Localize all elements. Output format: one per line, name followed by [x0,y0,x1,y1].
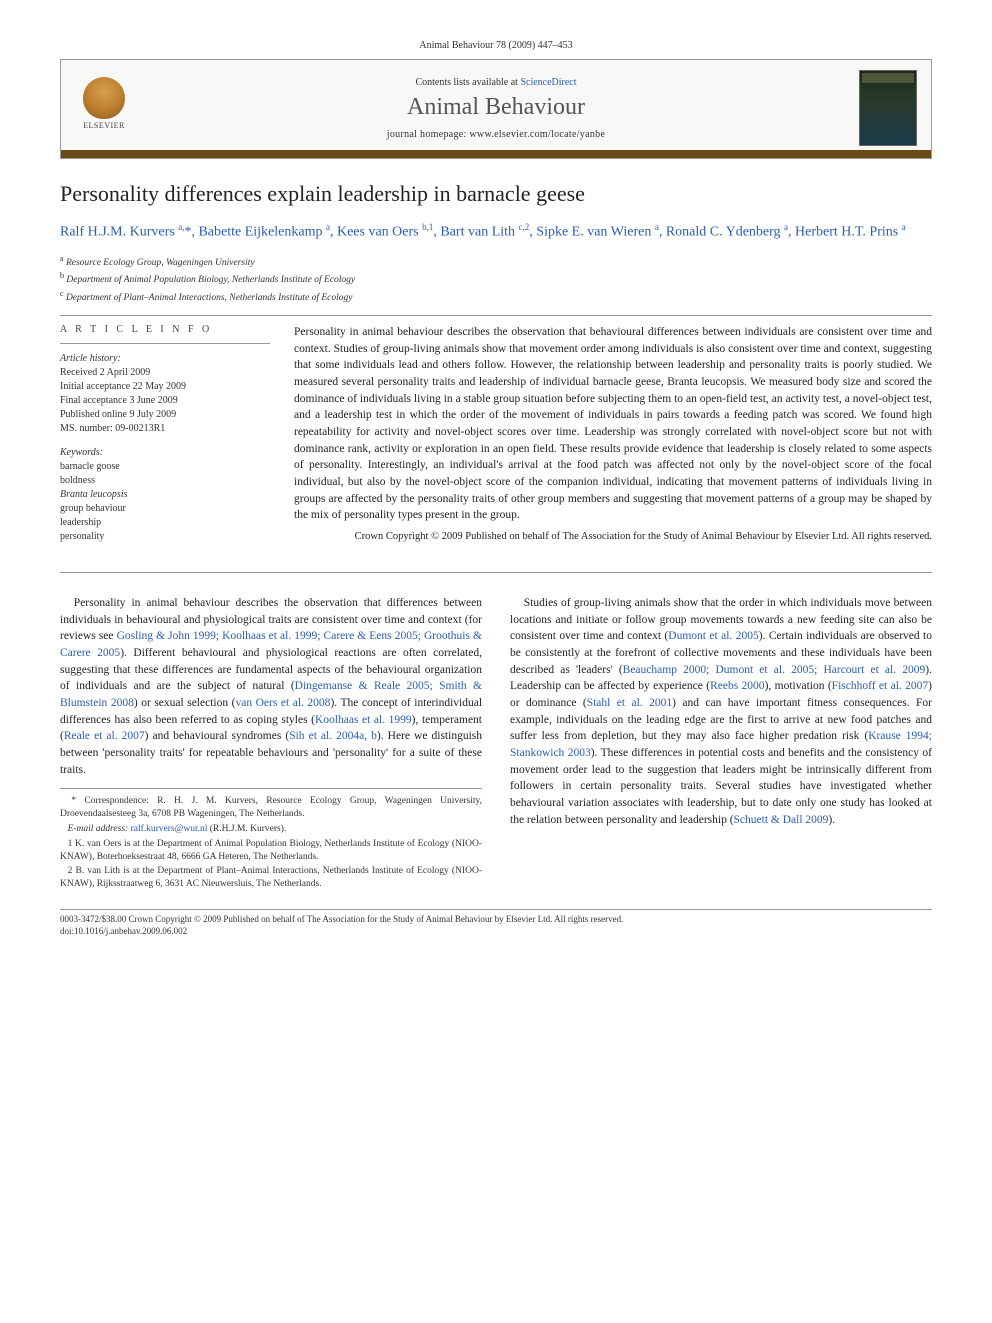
history-line: Published online 9 July 2009 [60,408,270,422]
body-text: Personality in animal behaviour describe… [60,595,932,891]
footnote-email: E-mail address: ralf.kurvers@wur.nl (R.H… [60,823,482,836]
footnote-1: 1 K. van Oers is at the Department of An… [60,838,482,864]
footnotes: * Correspondence: R. H. J. M. Kurvers, R… [60,788,482,891]
elsevier-logo: ELSEVIER [75,77,133,139]
homepage-url[interactable]: www.elsevier.com/locate/yanbe [469,129,605,140]
journal-header-box: ELSEVIER Contents lists available at Sci… [60,59,932,159]
citation: Schuett & Dall 2009 [734,814,829,826]
affiliation-line: c Department of Plant–Animal Interaction… [60,288,932,305]
footer-doi: doi:10.1016/j.anbehav.2009.06.002 [60,926,932,938]
divider [60,343,270,344]
affiliation-line: a Resource Ecology Group, Wageningen Uni… [60,253,932,270]
sciencedirect-link[interactable]: ScienceDirect [520,77,576,88]
email-link[interactable]: ralf.kurvers@wur.nl [131,824,208,834]
citation: van Oers et al. 2008 [235,697,330,709]
body-paragraph: Personality in animal behaviour describe… [60,595,482,778]
keyword: Branta leucopsis [60,488,270,502]
article-title: Personality differences explain leadersh… [60,181,932,207]
keyword: personality [60,530,270,544]
contents-line: Contents lists available at ScienceDirec… [133,77,859,88]
abstract-copyright: Crown Copyright © 2009 Published on beha… [294,530,932,544]
citation: Stahl et al. 2001 [587,697,672,709]
citation: Koolhaas et al. 1999 [315,714,412,726]
citation: Dumont et al. 2005 [668,630,758,642]
history-line: Initial acceptance 22 May 2009 [60,380,270,394]
keyword: barnacle goose [60,460,270,474]
contents-prefix: Contents lists available at [415,77,520,88]
footnote-2: 2 B. van Lith is at the Department of Pl… [60,865,482,891]
journal-cover-thumb [859,70,917,146]
elsevier-label: ELSEVIER [83,121,125,130]
history-label: Article history: [60,352,270,366]
keyword: group behaviour [60,502,270,516]
citation: Sih et al. 2004a, b [289,730,377,742]
homepage-line: journal homepage: www.elsevier.com/locat… [133,129,859,140]
citation: Reale et al. 2007 [64,730,145,742]
footer-copyright: 0003-3472/$38.00 Crown Copyright © 2009 … [60,914,932,926]
journal-name: Animal Behaviour [133,94,859,121]
affiliations: a Resource Ecology Group, Wageningen Uni… [60,253,932,305]
homepage-label: journal homepage: [387,129,470,140]
divider [60,572,932,573]
article-info-sidebar: A R T I C L E I N F O Article history: R… [60,324,270,554]
running-header: Animal Behaviour 78 (2009) 447–453 [60,40,932,51]
elsevier-tree-icon [83,77,125,119]
article-info-heading: A R T I C L E I N F O [60,324,270,335]
page-footer: 0003-3472/$38.00 Crown Copyright © 2009 … [60,909,932,937]
affiliation-line: b Department of Animal Population Biolog… [60,270,932,287]
authors-line: Ralf H.J.M. Kurvers a,*, Babette Eijkele… [60,221,932,243]
keyword: leadership [60,516,270,530]
body-paragraph: Studies of group-living animals show tha… [510,595,932,828]
history-line: MS. number: 09-00213R1 [60,422,270,436]
divider [60,315,932,316]
keywords-label: Keywords: [60,446,270,460]
history-line: Received 2 April 2009 [60,366,270,380]
citation: Fischhoff et al. 2007 [832,680,928,692]
header-accent-bar [61,150,931,158]
keyword: boldness [60,474,270,488]
citation: Beauchamp 2000; Dumont et al. 2005; Harc… [623,664,926,676]
abstract-text: Personality in animal behaviour describe… [294,324,932,524]
citation: Reebs 2000 [710,680,764,692]
abstract: Personality in animal behaviour describe… [294,324,932,554]
history-line: Final acceptance 3 June 2009 [60,394,270,408]
footnote-correspondence: * Correspondence: R. H. J. M. Kurvers, R… [60,795,482,821]
